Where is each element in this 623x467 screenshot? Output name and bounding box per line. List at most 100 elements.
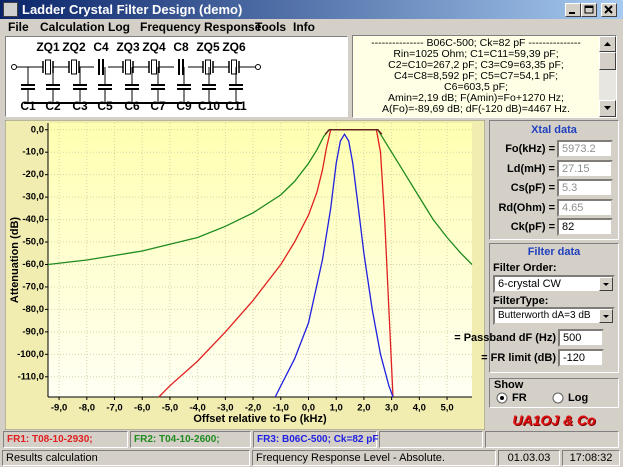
crystal bbox=[125, 59, 131, 75]
schematic-label: C9 bbox=[176, 99, 192, 113]
schematic-label: ZQ4 bbox=[142, 40, 166, 54]
y-tick-label: -70,0 bbox=[22, 281, 44, 292]
order-select[interactable]: 6-crystal CW bbox=[493, 275, 615, 293]
y-tick-label: -90,0 bbox=[22, 326, 44, 337]
field-value: 5973.2 bbox=[562, 143, 596, 155]
legend-fr3: FR3: B06C-500; Ck=82 pF bbox=[253, 431, 378, 448]
arrow-down bbox=[603, 315, 609, 318]
menu-bar: File Calculation Log Frequency Response Tool… bbox=[0, 19, 623, 35]
status-date: 01.03.03 bbox=[498, 450, 560, 466]
field-input[interactable]: 5973.2 bbox=[557, 140, 613, 158]
series-line bbox=[324, 129, 383, 135]
xtal-group: Xtal data bbox=[489, 120, 619, 240]
radio-fr[interactable] bbox=[496, 392, 508, 404]
fr-limit-label: FR limit (dB) = bbox=[481, 352, 556, 364]
order-dropdown[interactable] bbox=[599, 277, 613, 291]
x-tick-label: -2,0 bbox=[245, 403, 261, 414]
type-label: FilterType: bbox=[493, 295, 549, 307]
scroll-down[interactable] bbox=[599, 100, 616, 117]
scroll-thumb[interactable] bbox=[599, 52, 616, 70]
schematic-label: C11 bbox=[225, 99, 247, 113]
info-line: C4=C8=8,592 pF; C5=C7=54,1 pF; bbox=[393, 70, 559, 82]
logo: UA1OJ & Co bbox=[512, 412, 596, 428]
window-title: Ladder Crystal Filter Design (demo) bbox=[22, 2, 243, 17]
menu-item[interactable]: File bbox=[8, 20, 29, 34]
xtal-title: Xtal data bbox=[531, 124, 577, 136]
scroll-up[interactable] bbox=[599, 36, 616, 52]
schematic-label: C7 bbox=[150, 99, 166, 113]
fr-limit-input[interactable]: -120 bbox=[558, 349, 604, 367]
legend-fr1: FR1: T08-10-2930; bbox=[3, 431, 128, 448]
y-tick-label: -40,0 bbox=[22, 214, 44, 225]
crystal bbox=[71, 59, 77, 75]
y-tick-label: 0,0 bbox=[31, 124, 44, 135]
fr-limit-value: -120 bbox=[563, 352, 586, 364]
menu-item[interactable]: Info bbox=[293, 20, 315, 34]
field-label: Rd(Ohm) = bbox=[498, 201, 555, 214]
schematic-label: ZQ2 bbox=[62, 40, 86, 54]
status-time: 17:08:32 bbox=[562, 450, 620, 466]
field-input[interactable]: 5.3 bbox=[557, 179, 613, 197]
info-line: --------------- B06C-500; Ck=82 pF -----… bbox=[371, 37, 581, 49]
status-mode: Frequency Response Level - Absolute. bbox=[252, 450, 496, 466]
schematic-label: C5 bbox=[97, 99, 113, 113]
chart: Offset relative to Fo (kHz) Attenuation … bbox=[5, 120, 485, 430]
minimize-button[interactable] bbox=[565, 3, 581, 17]
info-panel: --------------- B06C-500; Ck=82 pF -----… bbox=[352, 35, 617, 118]
series-line bbox=[47, 129, 473, 266]
close-button[interactable] bbox=[601, 3, 617, 17]
minimize-icon bbox=[569, 12, 575, 14]
x-tick-label: -6,0 bbox=[134, 403, 150, 414]
cover bbox=[174, 58, 188, 76]
schematic-label: ZQ3 bbox=[116, 40, 140, 54]
maximize-button[interactable] bbox=[581, 3, 597, 17]
crystal bbox=[151, 59, 157, 75]
field-input[interactable]: 82 bbox=[557, 218, 613, 236]
field-value: 27.15 bbox=[562, 162, 590, 175]
menu-item[interactable]: Calculation bbox=[40, 20, 105, 34]
field-label: Cs(pF) = bbox=[510, 182, 555, 194]
title-bar: Ladder Crystal Filter Design (demo) bbox=[0, 0, 623, 19]
type-dropdown[interactable] bbox=[599, 309, 613, 323]
cover bbox=[94, 58, 108, 76]
arrow-up bbox=[604, 42, 611, 46]
side-panel: Xtal data Fo(kHz) = 5973.2 Ld(mH) = 27.15 Cs… bbox=[454, 120, 619, 430]
menu-item[interactable]: Log bbox=[108, 20, 130, 34]
field-input[interactable]: 27.15 bbox=[557, 159, 613, 178]
schematic-label: C10 bbox=[198, 99, 220, 113]
app-icon bbox=[3, 2, 18, 17]
passband-input[interactable]: 500 bbox=[558, 329, 604, 347]
x-tick-label: 3,0 bbox=[385, 403, 398, 414]
series-line bbox=[158, 129, 394, 398]
schematic-label: C3 bbox=[72, 99, 88, 113]
x-axis-label: Offset relative to Fo (kHz) bbox=[193, 413, 327, 425]
menu-item[interactable]: Tools bbox=[255, 20, 287, 34]
series-line bbox=[274, 132, 394, 398]
scrollbar[interactable] bbox=[599, 36, 616, 117]
x-tick-label: -4,0 bbox=[189, 403, 205, 414]
x-tick-label: 4,0 bbox=[413, 403, 426, 414]
field-input[interactable]: 4.65 bbox=[557, 198, 613, 217]
info-line: C6=603,5 pF; bbox=[444, 81, 508, 93]
status-empty bbox=[485, 431, 619, 448]
schematic-label: C4 bbox=[93, 40, 109, 54]
schematic-label: ZQ6 bbox=[222, 40, 246, 54]
type-select[interactable]: Butterworth dA=3 dB bbox=[493, 307, 615, 325]
status-text: Results calculation bbox=[2, 450, 250, 466]
order-value: 6-crystal CW bbox=[498, 278, 561, 290]
terminal bbox=[255, 64, 261, 70]
x-tick-label: 5,0 bbox=[440, 403, 453, 414]
radio-log-label: Log bbox=[568, 392, 589, 404]
plot-area bbox=[48, 123, 472, 397]
field-value: 82 bbox=[562, 221, 575, 233]
close-icon bbox=[604, 5, 613, 14]
info-line: Rin=1025 Ohm; C1=C11=59,39 pF; bbox=[393, 48, 559, 60]
status-empty bbox=[379, 431, 483, 448]
field-label: Ld(mH) = bbox=[507, 162, 555, 175]
radio-log[interactable] bbox=[552, 392, 564, 404]
menu-item[interactable]: Frequency Response bbox=[140, 20, 262, 34]
x-tick-label: -8,0 bbox=[79, 403, 95, 414]
info-text: --------------- B06C-500; Ck=82 pF -----… bbox=[353, 38, 599, 115]
schematic: ZQ1 ZQ2 C4 ZQ3 ZQ4 C8 ZQ5 ZQ6 C1 C2 C3 C5 C6 C7 C9 C10 C… bbox=[11, 40, 261, 113]
